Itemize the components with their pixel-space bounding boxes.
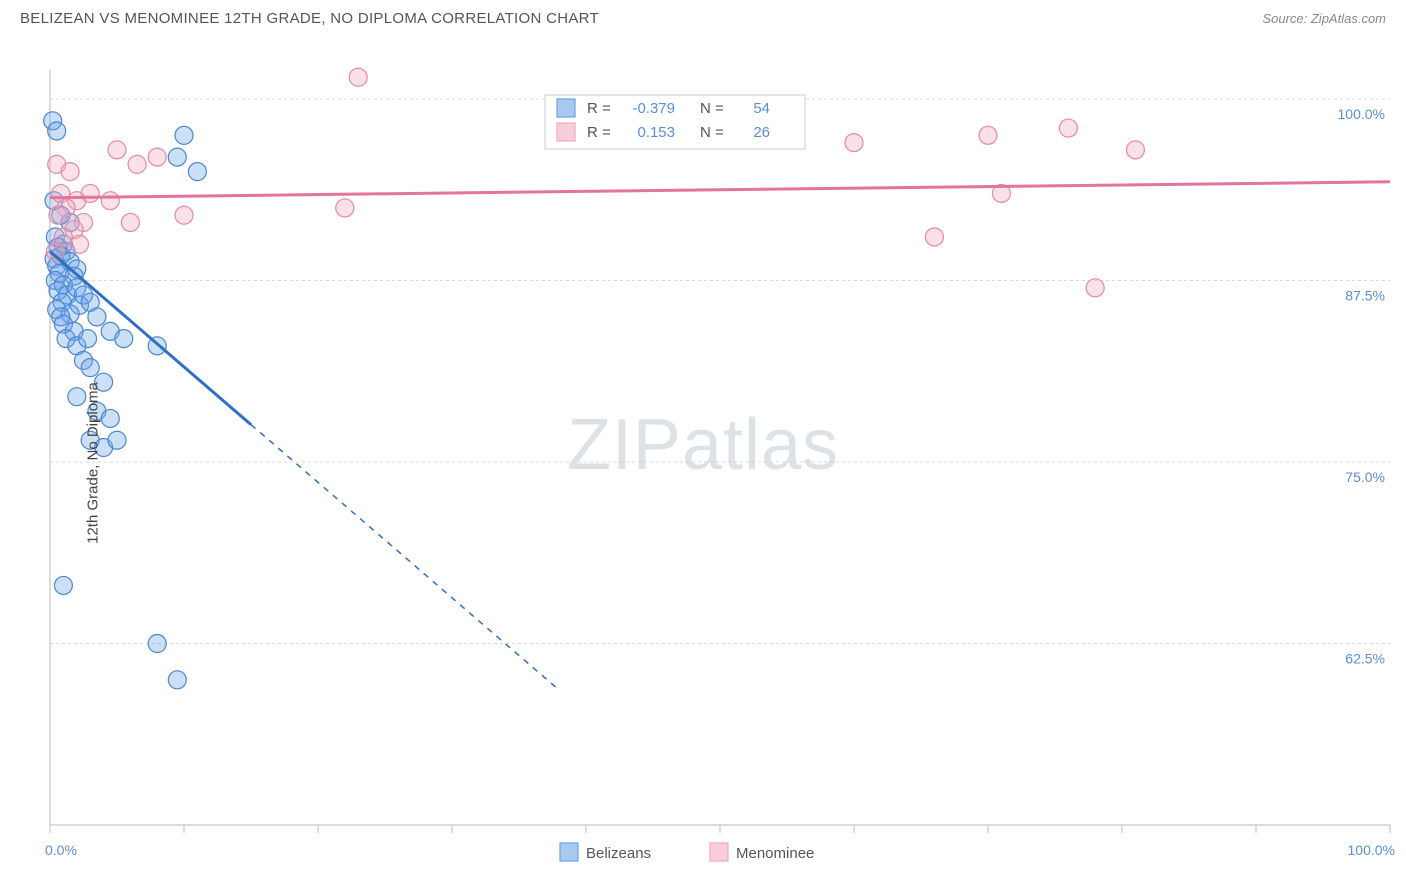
scatter-point [49,206,67,224]
scatter-point [336,199,354,217]
regression-line-dashed [251,425,559,690]
chart-container: 12th Grade, No Diploma ZIPatlas 62.5%75.… [0,35,1406,890]
source-label: Source: ZipAtlas.com [1262,11,1386,26]
scatter-point [979,126,997,144]
y-tick-label: 87.5% [1345,288,1385,304]
scatter-point [101,409,119,427]
legend-n-value: 54 [753,100,770,117]
scatter-point [128,155,146,173]
legend-r-label: R = [587,100,611,117]
legend-r-value: 0.153 [637,124,675,141]
y-tick-label: 100.0% [1338,106,1385,122]
scatter-point [48,122,66,140]
legend-n-value: 26 [753,124,770,141]
scatter-point [168,148,186,166]
scatter-point [68,388,86,406]
scatter-point [175,206,193,224]
x-tick-label: 100.0% [1348,842,1395,858]
scatter-point [81,359,99,377]
scatter-point [121,213,139,231]
series-legend-swatch [710,843,728,861]
scatter-point [108,141,126,159]
legend-n-label: N = [700,124,724,141]
y-tick-label: 62.5% [1345,651,1385,667]
scatter-point [79,330,97,348]
scatter-chart: 62.5% 75.0% 87.5% 100.0% 0.0% 100.0% R = -0.379… [0,35,1406,890]
scatter-point [54,576,72,594]
scatter-point [70,235,88,253]
scatter-point [88,308,106,326]
scatter-point [349,68,367,86]
scatter-point [188,163,206,181]
scatter-point [81,184,99,202]
scatter-point [1059,119,1077,137]
y-axis-label: 12th Grade, No Diploma [84,382,101,544]
scatter-point [1126,141,1144,159]
scatter-point [1086,279,1104,297]
scatter-point [175,126,193,144]
regression-line [50,182,1390,198]
legend-r-value: -0.379 [632,100,675,117]
scatter-point [925,228,943,246]
chart-title: BELIZEAN VS MENOMINEE 12TH GRADE, NO DIP… [20,10,599,27]
series-legend-label: Menominee [736,845,814,862]
y-tick-label: 75.0% [1345,469,1385,485]
scatter-point [148,148,166,166]
series-legend-label: Belizeans [586,845,651,862]
scatter-point [61,163,79,181]
series-legend-swatch [560,843,578,861]
legend-swatch [557,99,575,117]
scatter-point [845,134,863,152]
x-tick-label: 0.0% [45,842,77,858]
header: BELIZEAN VS MENOMINEE 12TH GRADE, NO DIP… [0,0,1406,35]
legend-r-label: R = [587,124,611,141]
legend-n-label: N = [700,100,724,117]
legend-swatch [557,123,575,141]
scatter-point [108,431,126,449]
scatter-point [168,671,186,689]
scatter-point [115,330,133,348]
scatter-point [148,635,166,653]
scatter-point [101,192,119,210]
